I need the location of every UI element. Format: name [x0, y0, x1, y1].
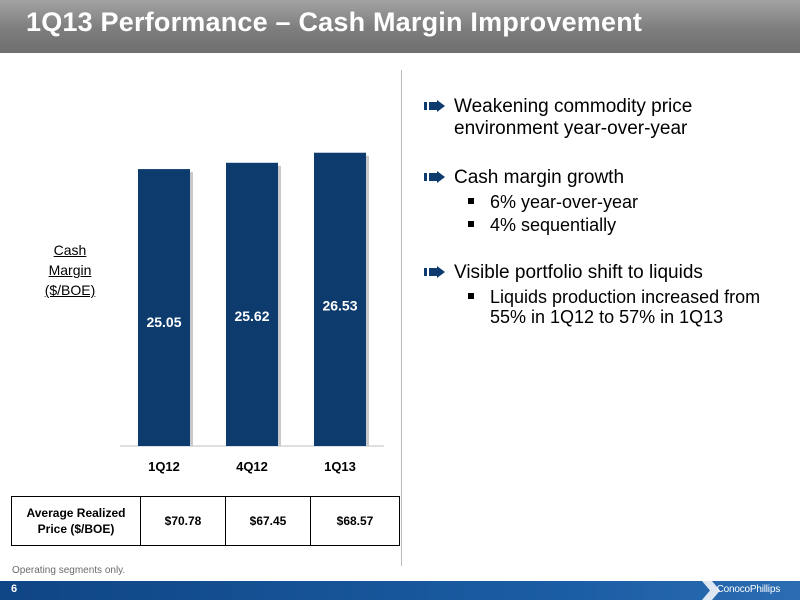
arrow-bullet-icon	[424, 100, 445, 112]
square-bullet-icon	[468, 293, 474, 299]
sub-bullet-item: 4% sequentially	[424, 215, 784, 235]
cash-margin-chart: 25.05 1Q12 25.62 4Q12 26.53 1Q13	[120, 152, 384, 474]
bullet-group: Cash margin growth 6% year-over-year 4% …	[424, 167, 784, 235]
footnote: Operating segments only.	[12, 565, 126, 576]
bullet-group: Visible portfolio shift to liquids Liqui…	[424, 262, 784, 327]
square-bullet-icon	[468, 221, 474, 227]
y-axis-label: Cash Margin ($/BOE)	[30, 240, 110, 300]
y-axis-label-line: ($/BOE)	[44, 282, 96, 298]
bullet-text: Weakening commodity price environment ye…	[454, 96, 693, 139]
bar-value-label: 26.53	[322, 298, 357, 314]
price-table: Average Realized Price ($/BOE) $70.78 $6…	[11, 496, 400, 546]
company-logo: ConocoPhillips	[716, 584, 781, 595]
bullet-text: Visible portfolio shift to liquids	[454, 262, 703, 283]
arrow-bullet-icon	[424, 266, 445, 278]
bullet-item: Cash margin growth	[424, 167, 784, 189]
table-row: Average Realized Price ($/BOE) $70.78 $6…	[11, 496, 400, 546]
price-cell: $67.45	[225, 496, 311, 546]
page-number: 6	[11, 583, 18, 595]
sub-bullet-text: 6% year-over-year	[490, 192, 639, 212]
bullet-group: Weakening commodity price environment ye…	[424, 96, 784, 140]
sub-bullet-item: Liquids production increased from 55% in…	[424, 287, 784, 327]
title-bar: 1Q13 Performance – Cash Margin Improveme…	[0, 0, 800, 53]
bar-value-label: 25.05	[146, 314, 181, 330]
bar-1q12	[138, 169, 190, 447]
bar-value-label: 25.62	[234, 308, 269, 324]
sub-bullet-item: 6% year-over-year	[424, 192, 784, 212]
y-axis-label-line: Cash	[53, 242, 87, 258]
x-tick-label: 4Q12	[236, 459, 268, 474]
sub-bullet-text: Liquids production increased from 55% in…	[490, 287, 761, 327]
bar-4q12	[226, 162, 278, 447]
slide-title: 1Q13 Performance – Cash Margin Improveme…	[26, 7, 643, 37]
bullet-item: Visible portfolio shift to liquids	[424, 262, 784, 284]
logo-mark-icon	[702, 581, 720, 600]
x-tick-label: 1Q13	[324, 459, 356, 474]
bar-1q13	[314, 152, 366, 447]
y-axis-label-line: Margin	[48, 262, 92, 278]
bullet-item: Weakening commodity price environment ye…	[424, 96, 784, 140]
arrow-bullet-icon	[424, 171, 445, 183]
price-cell: $70.78	[140, 496, 226, 546]
sub-bullet-text: 4% sequentially	[490, 215, 617, 235]
square-bullet-icon	[468, 198, 474, 204]
x-tick-label: 1Q12	[148, 459, 180, 474]
vertical-divider	[401, 70, 402, 566]
footer-bar: 6 ConocoPhillips	[0, 581, 800, 600]
price-table-header: Average Realized Price ($/BOE)	[11, 496, 141, 546]
bullet-text: Cash margin growth	[454, 167, 625, 188]
price-cell: $68.57	[310, 496, 400, 546]
bullet-list: Weakening commodity price environment ye…	[424, 96, 784, 354]
